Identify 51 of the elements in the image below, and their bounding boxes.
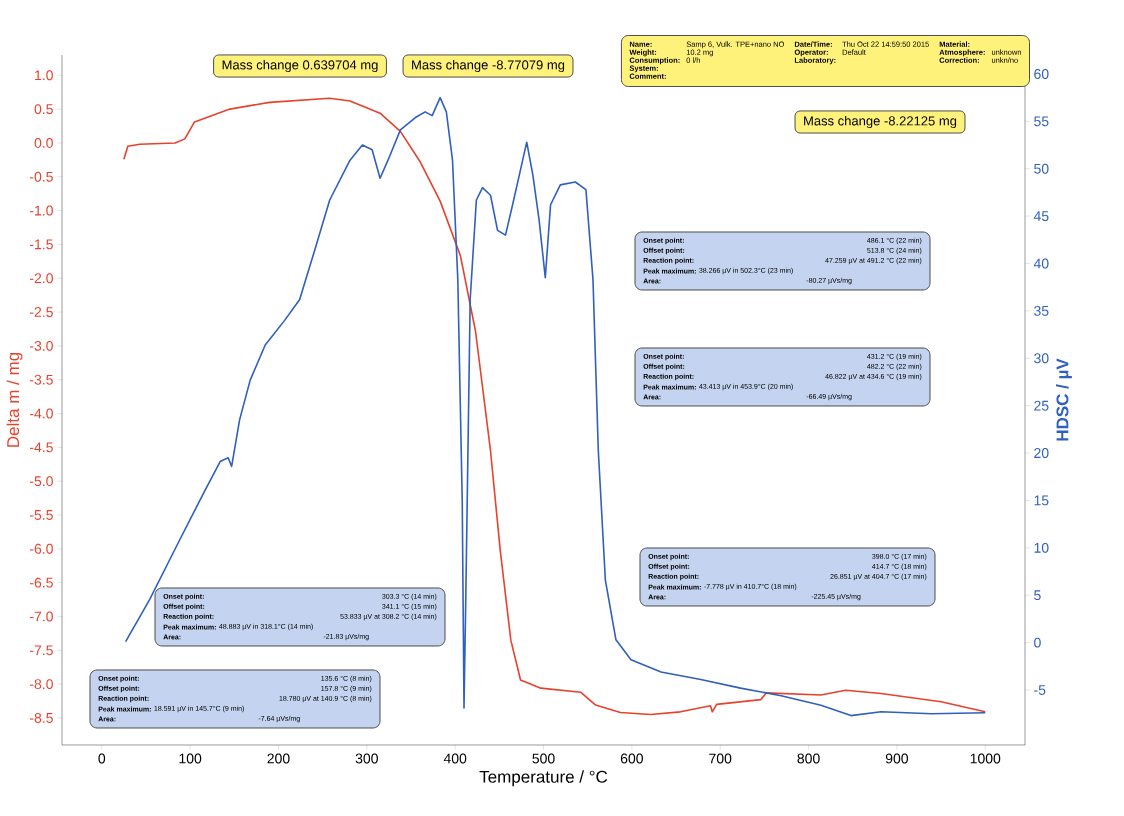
annotation: Mass change -8.22125 mg [804, 115, 957, 129]
y-tick-label: -2.5 [29, 307, 53, 318]
y2-axis-title: HDSC / µV [1055, 358, 1072, 441]
y2-tick-label: 60 [1034, 68, 1049, 79]
y2-tick-label: 10 [1034, 542, 1049, 553]
y2-tick-label: 40 [1033, 258, 1049, 269]
y2-tick-label: 15 [1034, 495, 1049, 506]
y2-tick-label: 20 [1034, 448, 1049, 459]
annotation: Mass change -8.77079 mg [412, 59, 565, 73]
x-tick-label: 300 [355, 753, 378, 764]
annotation: Mass change 0.639704 mg [222, 59, 378, 73]
y-tick-label: -3.5 [29, 374, 53, 385]
y-tick-label: -5.5 [29, 510, 53, 520]
y-tick-label: -5.0 [29, 476, 53, 487]
x-tick-label: 200 [267, 753, 290, 764]
y-tick-label: -8.0 [29, 679, 53, 690]
y-tick-label: -3.0 [29, 340, 53, 351]
y2-tick-label: 50 [1034, 163, 1049, 174]
y2-tick-label: 5 [1034, 590, 1041, 601]
y-tick-label: -7.5 [29, 645, 53, 656]
y-tick-label: -1.0 [29, 205, 53, 216]
y-tick-label: -6.0 [29, 543, 53, 554]
y2-tick-label: 35 [1034, 305, 1049, 316]
y2-tick-label: -5 [1034, 685, 1046, 695]
y2-tick-label: 55 [1034, 116, 1049, 127]
y-tick-label: -2.0 [29, 273, 53, 284]
x-tick-label: 400 [443, 753, 467, 764]
y-tick-label: -0.5 [29, 171, 53, 182]
y-tick-label: 0.0 [34, 137, 53, 148]
y2-tick-label: 30 [1034, 353, 1049, 364]
y-tick-label: 0.5 [34, 104, 53, 115]
x-tick-label: 1000 [970, 753, 1001, 764]
x-tick-label: 100 [179, 753, 202, 764]
y-axis-title: Delta m / mg [6, 352, 23, 447]
x-tick-label: 0 [98, 753, 106, 764]
x-axis-title: Temperature / °C [479, 770, 608, 787]
y-tick-label: -6.5 [29, 577, 53, 588]
x-tick-label: 800 [797, 753, 820, 764]
y-tick-label: -8.5 [29, 712, 53, 723]
x-tick-label: 500 [532, 753, 555, 764]
y2-tick-label: 45 [1033, 211, 1049, 221]
y-tick-label: -1.5 [29, 239, 53, 250]
y2-tick-label: 0 [1034, 637, 1041, 648]
y-tick-label: -4.5 [29, 442, 53, 453]
x-tick-label: 600 [620, 753, 643, 764]
y-tick-label: -4.0 [29, 408, 53, 419]
x-tick-label: 900 [885, 753, 909, 764]
y-tick-label: -7.0 [29, 611, 53, 622]
x-tick-label: 700 [709, 753, 732, 764]
y2-tick-label: 25 [1034, 400, 1049, 411]
y-tick-label: 1.0 [35, 70, 53, 81]
